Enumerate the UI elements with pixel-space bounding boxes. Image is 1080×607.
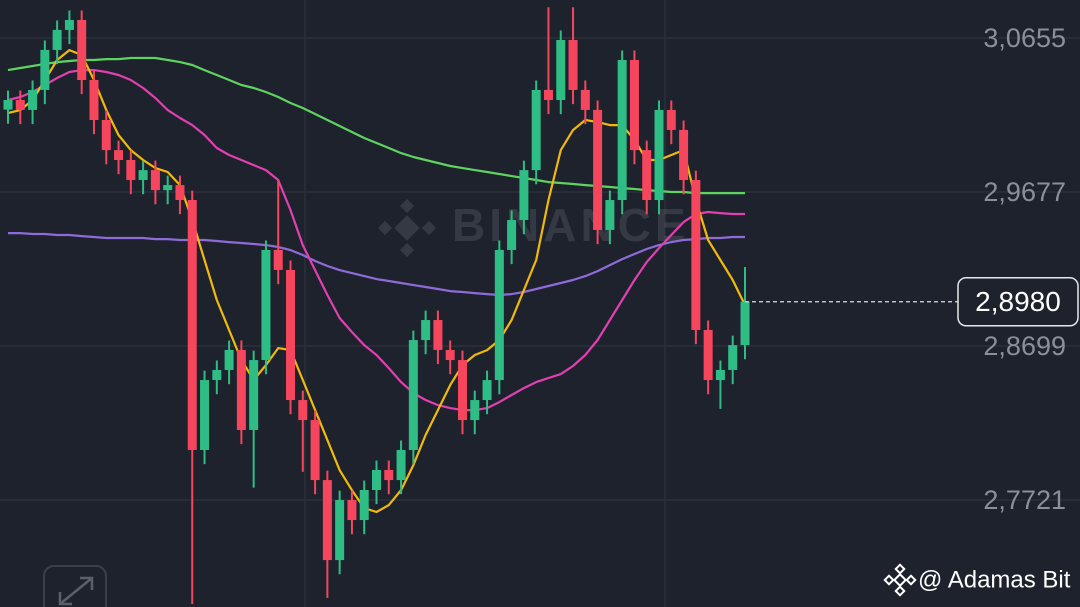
candle-body [138,170,148,181]
candle-body [654,109,664,201]
candle-body [679,129,689,181]
candle-body [359,489,369,521]
candle-body [691,180,701,330]
candle-body [642,150,652,201]
candle-body [200,380,210,450]
candle-body [40,49,50,90]
moving-average-line [7,69,745,412]
candle-body [617,60,627,201]
candle-body [715,369,725,381]
candle-body [629,60,639,151]
candle-body [322,480,332,561]
credit-logo [883,563,917,597]
y-tick-label: 2,8699 [983,331,1066,361]
candle-body [531,89,541,171]
candle-body [286,269,296,401]
candle-body [310,420,320,481]
candle-body [28,89,38,110]
last-price-box [957,277,1079,327]
candle-body [261,249,271,361]
candle-body [3,100,13,110]
candle-body [52,29,62,50]
candle-body [335,500,345,561]
candle-body [64,20,74,30]
expand-button[interactable] [43,565,107,607]
candle-body [421,320,431,341]
candle-body [507,220,517,250]
candle-body [212,369,222,381]
watermark-logo [377,198,437,258]
candle-body [236,349,246,430]
candle-body [457,360,467,421]
candle-body [470,400,480,421]
credit-text: @ Adamas Bit [918,566,1071,593]
candle-body [482,380,492,401]
candle-body [519,170,529,221]
candle-body [163,185,173,191]
candle-body [224,349,234,370]
candle-body [101,120,111,151]
candle-body [273,249,283,270]
candle-body [703,329,713,381]
candle-body [298,400,308,421]
candle-body [114,150,124,161]
candle-body [175,185,185,201]
candle-body [593,109,603,230]
credit: @ Adamas Bit [883,563,1071,597]
candle-body [728,345,738,370]
candle-body [605,200,615,230]
candle-body [408,340,418,450]
candle-body [445,349,455,361]
candle-body [89,80,99,121]
candle-body [556,40,566,101]
candle-body [347,500,357,521]
y-tick-label: 2,7721 [983,485,1066,515]
candle-body [568,40,578,90]
candle-body [187,200,197,450]
candle-body [249,360,259,430]
candle-body [494,249,504,381]
candle-body [372,469,381,490]
last-price-label: 2,8980 [975,286,1061,317]
moving-average-line [8,232,745,297]
candle-body [666,109,676,130]
candle-body [740,301,750,346]
price-axis: 3,0655 2,9677 2,8699 2,7721 2,8980 [745,23,1079,515]
candle-body [150,170,160,191]
candle-body [384,469,394,481]
candle-body [433,320,443,350]
candle-body [580,89,590,110]
candle-body [543,89,553,101]
candle-body [126,160,136,181]
watermark-text: BINANCE [452,199,690,251]
y-tick-label: 2,9677 [983,177,1066,207]
candle-body [396,449,406,481]
candle-body [77,20,87,81]
candles [3,7,750,605]
candle-body [15,100,25,110]
y-tick-label: 3,0655 [983,23,1066,53]
